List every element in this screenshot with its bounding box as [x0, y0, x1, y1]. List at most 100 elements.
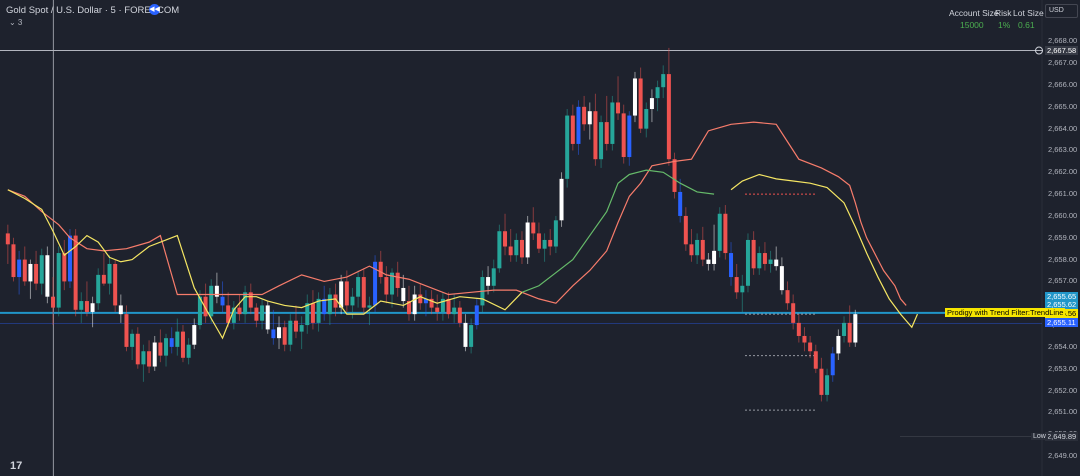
candle-body — [310, 303, 315, 323]
candle-body — [536, 233, 541, 249]
candle-body — [457, 307, 462, 323]
candle-body — [339, 281, 344, 308]
currency-select[interactable]: USD — [1045, 4, 1078, 18]
candle-body — [209, 285, 214, 317]
candle-body — [452, 307, 457, 315]
candle-body — [350, 296, 355, 306]
candle-body — [604, 122, 609, 144]
candle-body — [361, 277, 366, 308]
candle-body — [271, 329, 276, 339]
candle-body — [141, 351, 146, 365]
candle-body — [344, 281, 349, 306]
candle-body — [169, 338, 174, 347]
candle-body — [73, 235, 78, 310]
candle-body — [576, 106, 581, 144]
candle-body — [531, 222, 536, 234]
candle-body — [67, 235, 72, 282]
candle-body — [644, 109, 649, 129]
candle-body — [288, 320, 293, 345]
candle-body — [813, 351, 818, 369]
candle-body — [17, 259, 22, 278]
price-tick-label: 2,660.00 — [1048, 210, 1078, 220]
candle-body — [39, 255, 44, 284]
candle-body — [655, 87, 660, 99]
candle-body — [231, 307, 236, 323]
candle-body — [587, 111, 592, 125]
candle-body — [248, 292, 253, 308]
candle-body — [514, 239, 519, 256]
candle-body — [745, 239, 750, 286]
candle-body — [378, 261, 383, 278]
price-tick-label: 2,666.00 — [1048, 80, 1078, 89]
rewind-icon[interactable]: ◀◀ — [149, 4, 160, 15]
candle-body — [34, 263, 39, 284]
lot-size-label: Lot Size — [1013, 8, 1044, 18]
candle-body — [565, 115, 570, 179]
crosshair-price-label: 2,667.58 — [1045, 46, 1078, 56]
candle-body — [260, 305, 265, 321]
price-tick-label: 2,649.00 — [1048, 451, 1078, 460]
indicator-count[interactable]: ⌄ 3 — [9, 18, 23, 27]
candle-body — [96, 274, 101, 304]
candle-body — [56, 253, 61, 308]
candle-body — [683, 215, 688, 245]
candle-body — [486, 277, 491, 286]
price-tick-label: 2,662.00 — [1048, 167, 1078, 177]
candle-body — [435, 307, 440, 312]
account-size-label: Account Size — [949, 8, 999, 18]
candle-body — [779, 266, 784, 291]
candle-body — [265, 305, 270, 330]
candle-body — [593, 111, 598, 160]
candle-body — [51, 296, 56, 308]
candle-body — [28, 263, 33, 282]
candle-body — [124, 314, 129, 347]
candle-body — [712, 250, 717, 264]
candle-body — [367, 305, 372, 308]
candle-body — [751, 239, 756, 269]
candle-body — [418, 294, 423, 304]
candle-body — [491, 268, 496, 286]
candle-body — [152, 342, 157, 367]
candle-body — [678, 191, 683, 216]
candle-body — [237, 307, 242, 315]
candle-body — [45, 255, 50, 297]
candle-body — [627, 115, 632, 158]
candle-body — [740, 285, 745, 293]
stop-line — [7, 121, 907, 306]
candle-body — [717, 213, 722, 251]
candle-body — [180, 331, 185, 358]
symbol-title[interactable]: Gold Spot / U.S. Dollar · 5 · FOREXCOM — [6, 5, 180, 16]
candle-body — [277, 327, 282, 339]
candle-body — [570, 115, 575, 144]
trend-line-yellow-2 — [730, 173, 919, 329]
candle-body — [135, 333, 140, 365]
candle-body — [519, 239, 524, 258]
candle-body — [723, 213, 728, 254]
candle-body — [79, 301, 84, 310]
candle-body — [412, 294, 417, 315]
price-tick-label: 2,657.00 — [1048, 276, 1078, 286]
candle-body — [226, 305, 231, 323]
trend-line-yellow — [7, 189, 523, 340]
price-tick-label: 2,663.00 — [1048, 145, 1078, 155]
candle-body — [757, 253, 762, 269]
candle-body — [497, 231, 502, 269]
candle-body — [147, 351, 152, 367]
price-tick-label: 2,668.00 — [1048, 36, 1078, 46]
price-tick-label: 2,651.00 — [1048, 407, 1078, 417]
candle-body — [107, 263, 112, 284]
candle-body — [768, 259, 773, 264]
candle-body — [429, 298, 434, 308]
price-tick-label: 2,652.00 — [1048, 385, 1078, 395]
low-price-label: 2,649.89 — [1045, 432, 1078, 442]
risk-value: 1% — [998, 20, 1011, 30]
candle-body — [621, 113, 626, 158]
price-tick-label: 2,658.00 — [1048, 254, 1078, 264]
candle-body — [423, 298, 428, 304]
candle-body — [220, 296, 225, 306]
risk-label: Risk — [995, 8, 1012, 18]
candle-body — [322, 298, 327, 315]
candle-body — [503, 231, 508, 247]
candle-body — [508, 246, 513, 256]
